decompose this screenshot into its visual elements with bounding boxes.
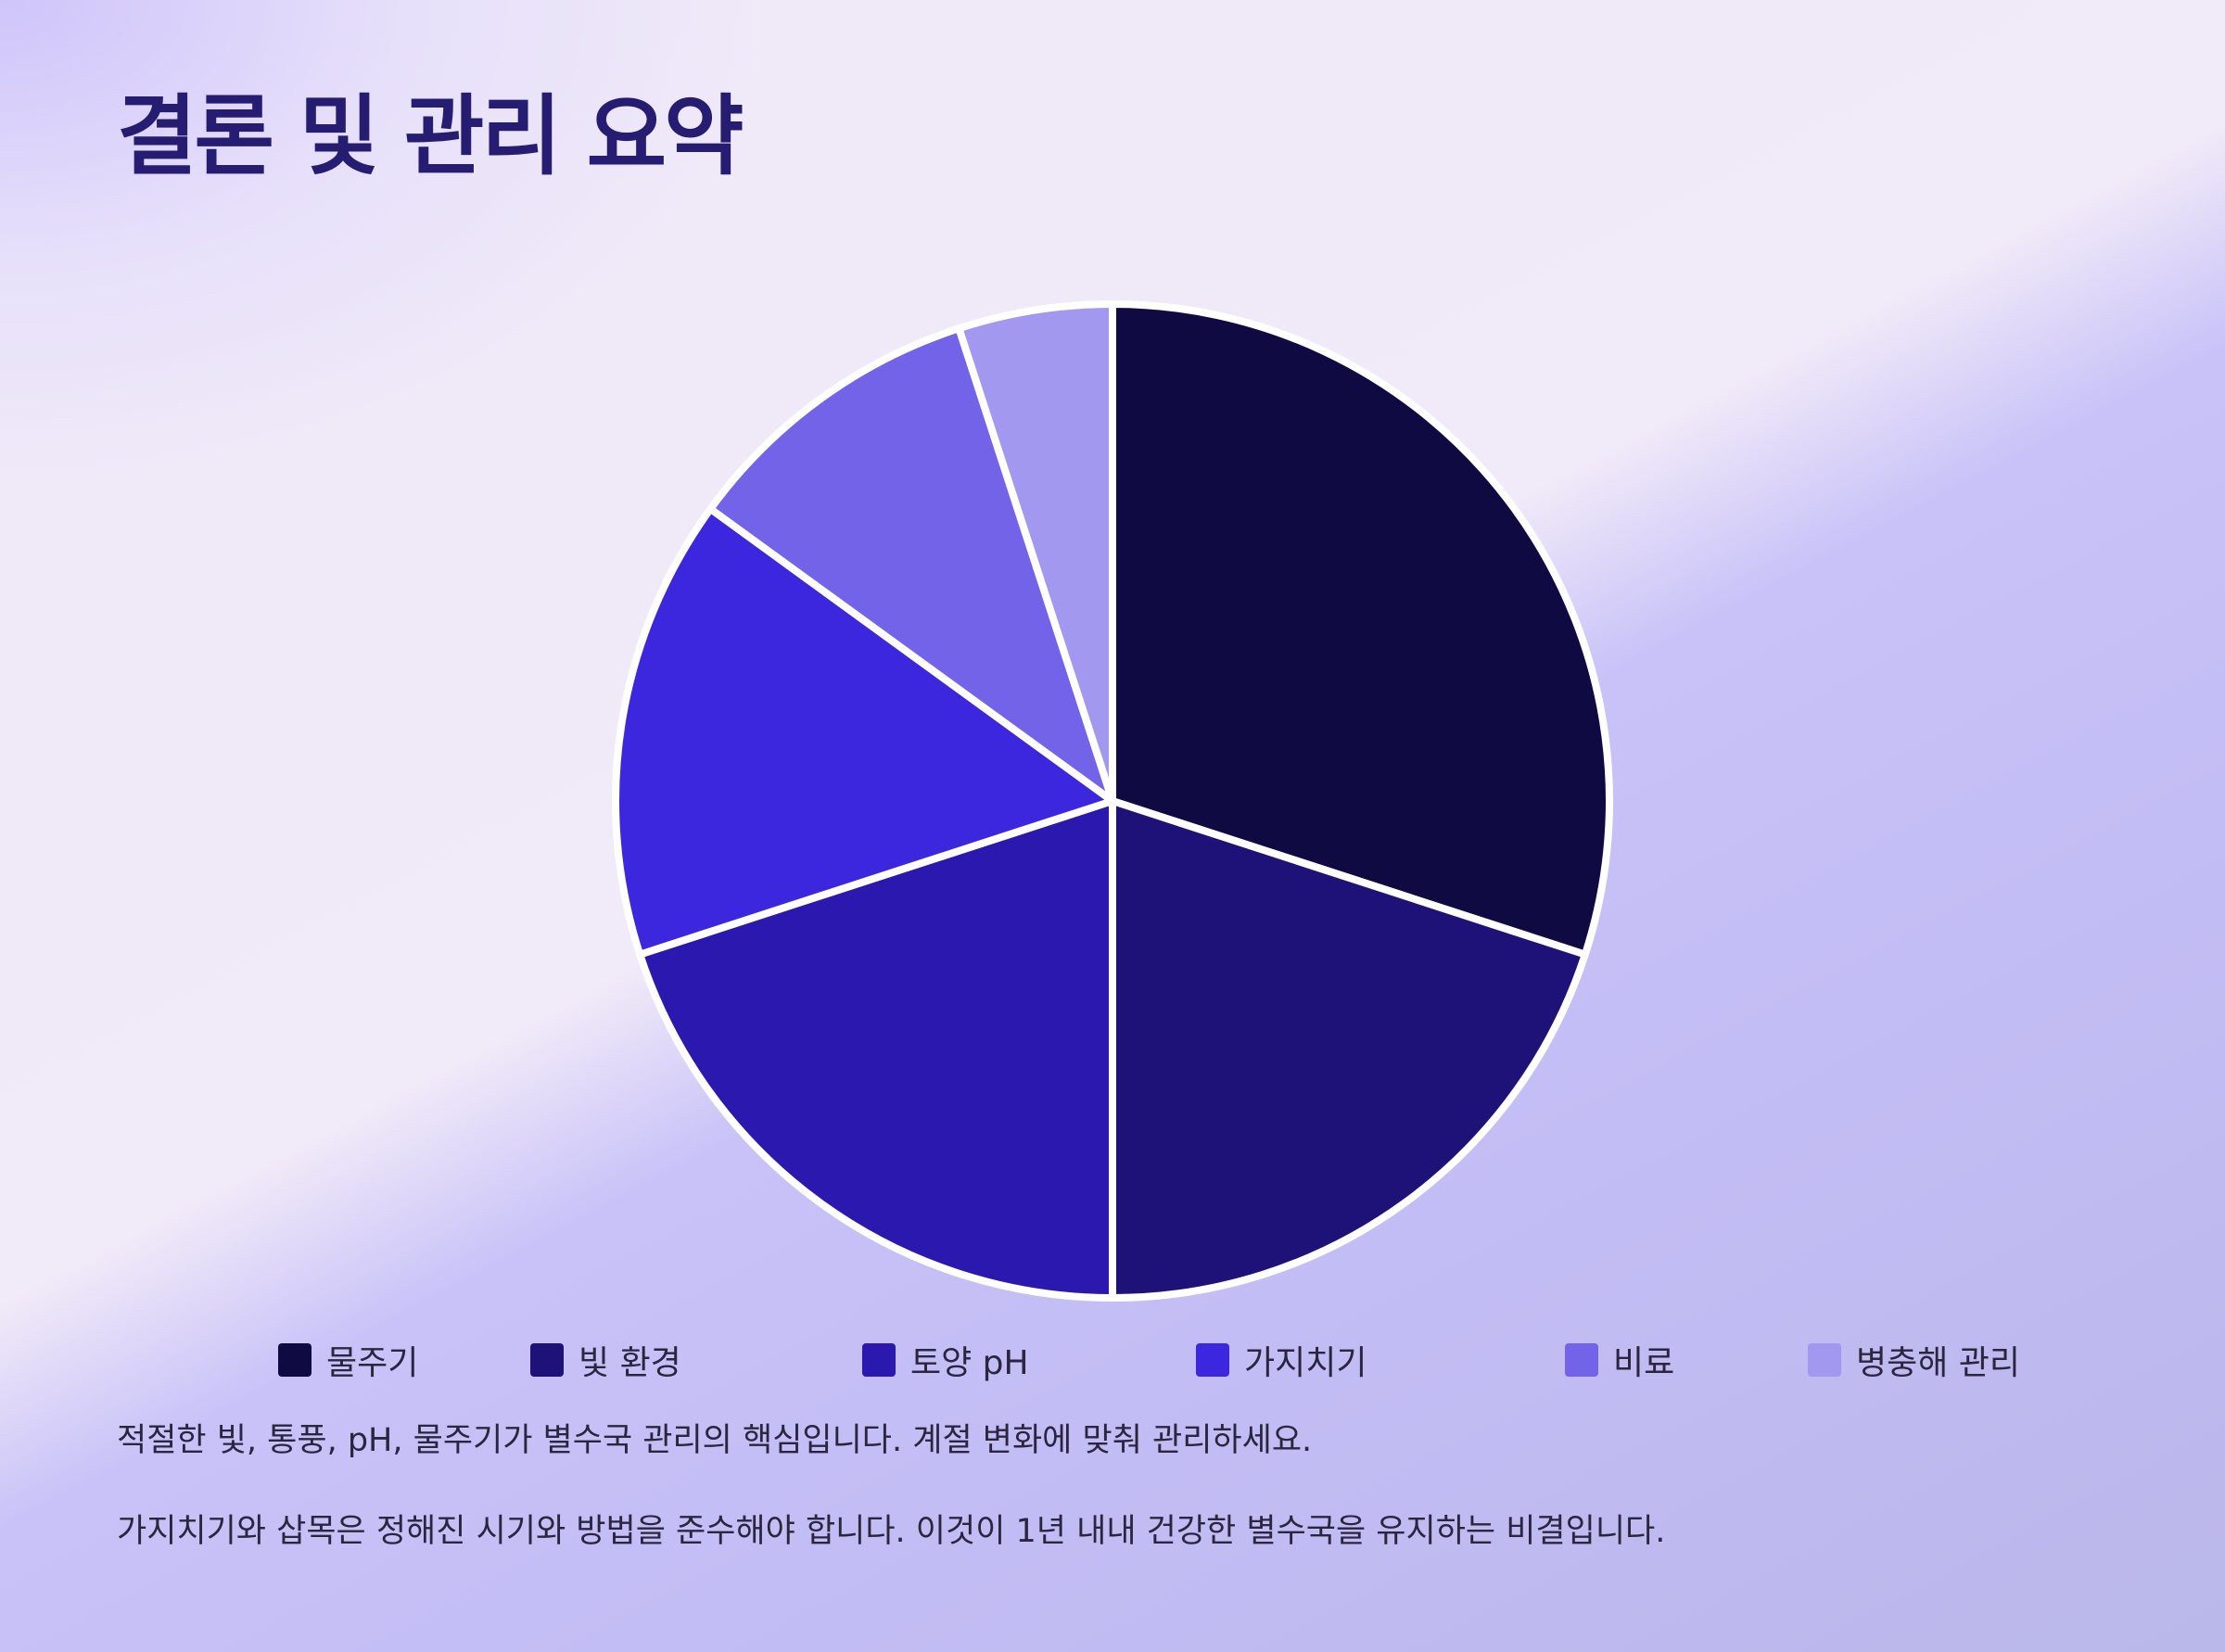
legend-item-pruning: 가지치기	[1196, 1338, 1367, 1382]
legend-swatch	[1808, 1343, 1841, 1377]
legend-swatch	[862, 1343, 896, 1377]
page-title: 결론 및 관리 요약	[117, 86, 744, 187]
legend-label: 토양 pH	[910, 1344, 1029, 1382]
legend-label: 병충해 관리	[1856, 1344, 2021, 1382]
legend-swatch	[1196, 1343, 1229, 1377]
legend-item-light: 빛 환경	[530, 1338, 681, 1382]
legend-label: 가지치기	[1244, 1344, 1367, 1382]
slice-light	[1109, 797, 1589, 1302]
legend-label: 비료	[1613, 1344, 1675, 1382]
slice-pest-control	[955, 300, 1116, 805]
legend-swatch	[278, 1343, 312, 1377]
legend-swatch	[530, 1343, 564, 1377]
slice-pruning	[612, 504, 1116, 959]
slice-soil-ph	[636, 797, 1116, 1302]
legend-swatch	[1565, 1343, 1598, 1377]
legend-item-pest-control: 병충해 관리	[1808, 1338, 2020, 1382]
chart-legend: 물주기 빛 환경 토양 pH 가지치기 비료 병충해 관리	[0, 1338, 2225, 1382]
slice-fertilizer	[706, 324, 1116, 805]
summary-note-2: 가지치기와 삽목은 정해진 시기와 방법을 준수해야 합니다. 이것이 1년 내…	[117, 1513, 1666, 1550]
legend-item-watering: 물주기	[278, 1338, 418, 1382]
legend-label: 빛 환경	[578, 1344, 681, 1382]
legend-item-fertilizer: 비료	[1565, 1338, 1674, 1382]
legend-item-soil-ph: 토양 pH	[862, 1338, 1029, 1382]
slice-watering	[1109, 300, 1613, 959]
legend-label: 물주기	[326, 1344, 419, 1382]
summary-note-1: 적절한 빛, 통풍, pH, 물주기가 별수국 관리의 핵심입니다. 계절 변화…	[117, 1422, 1313, 1459]
